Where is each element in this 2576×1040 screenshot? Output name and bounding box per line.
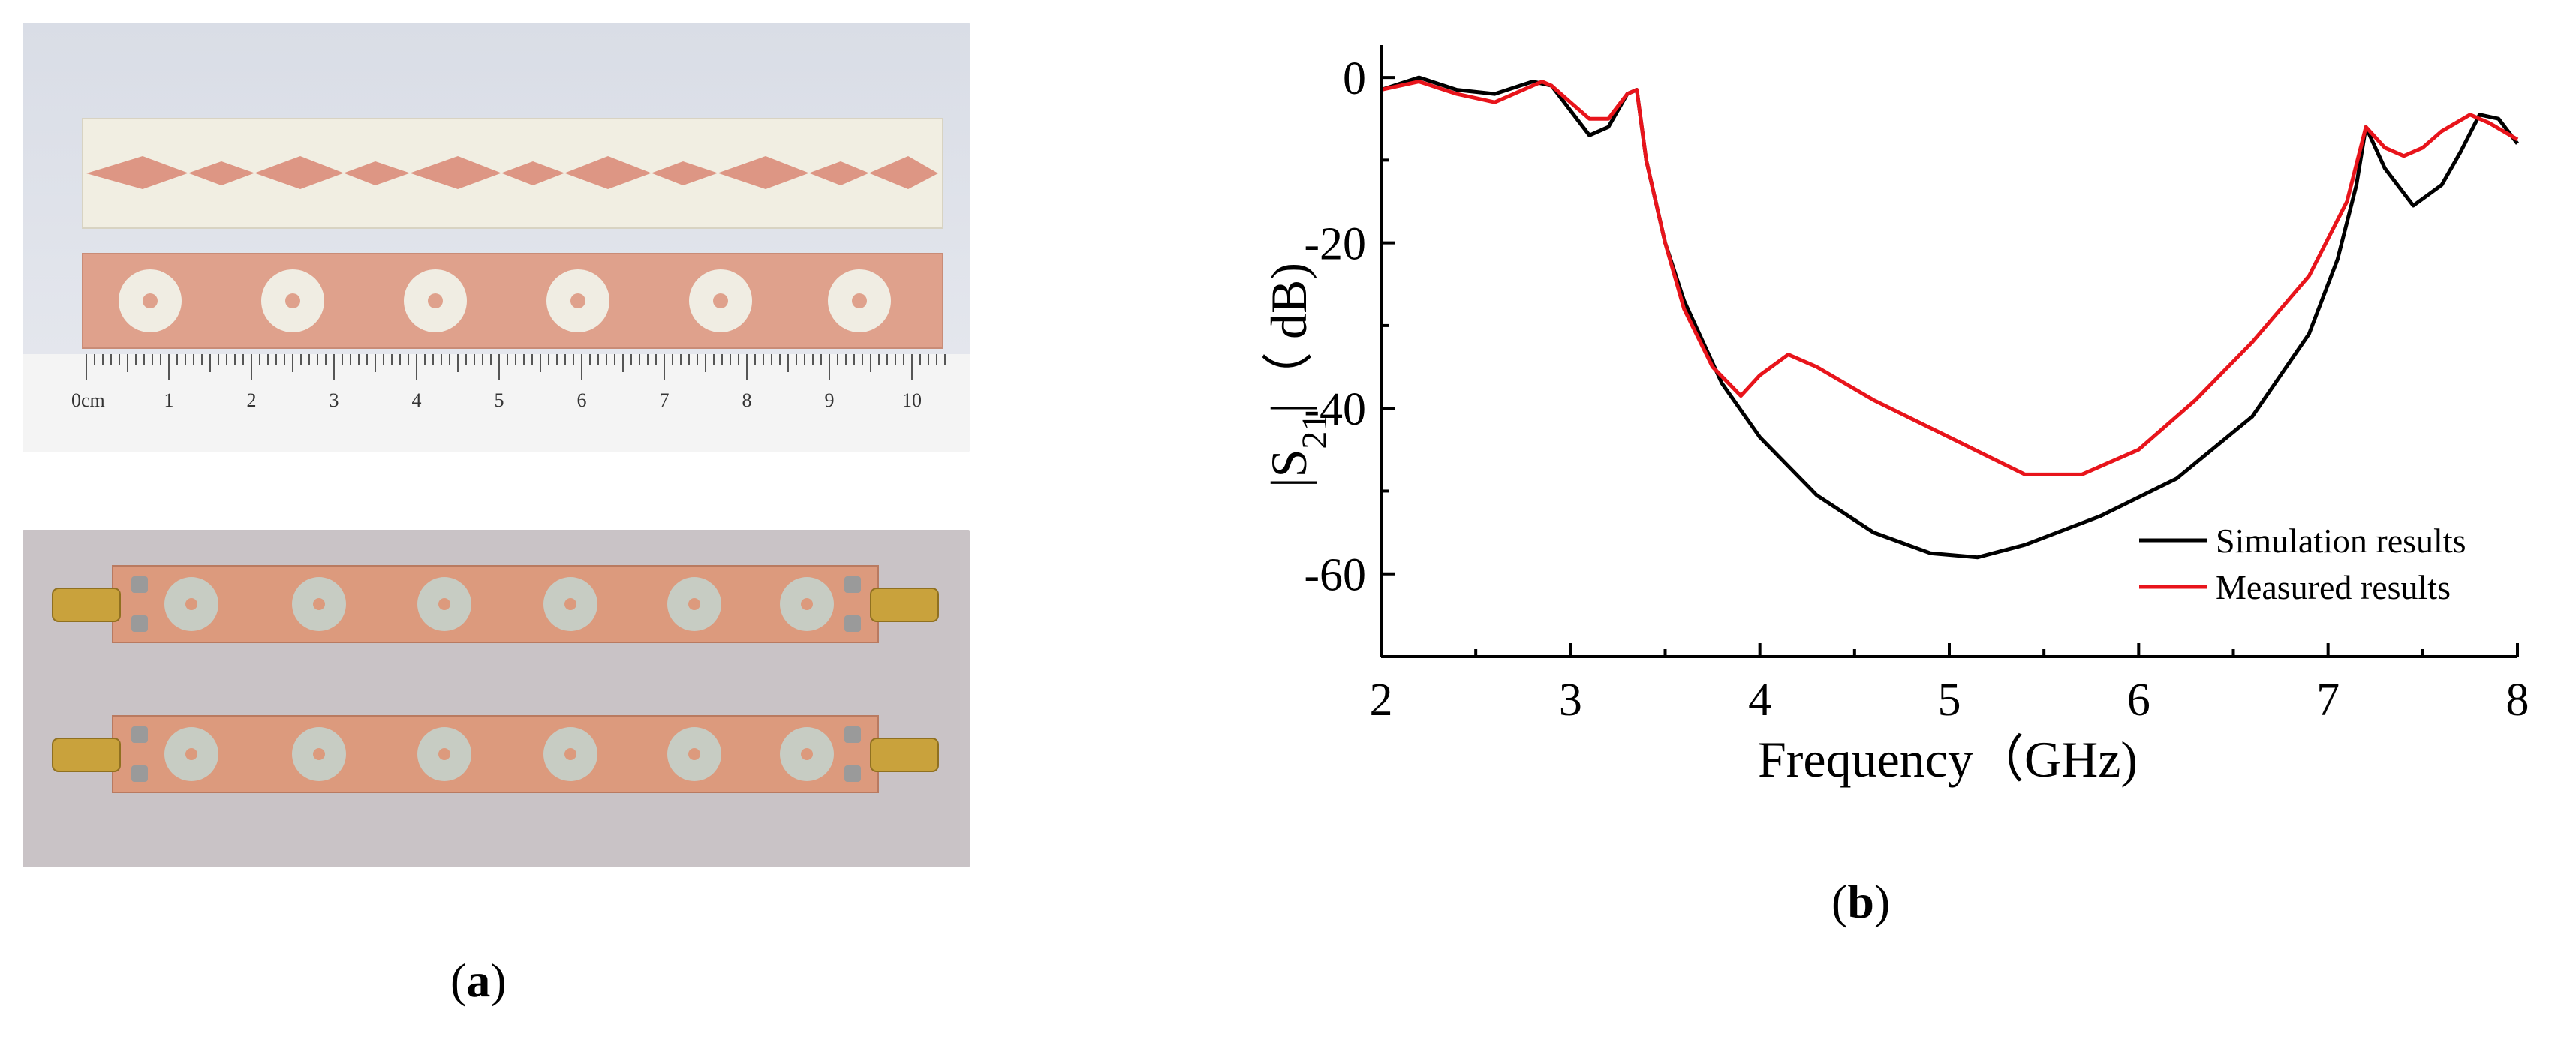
ruler-label: 1 (164, 389, 174, 411)
x-tick-label: 8 (2506, 675, 2529, 726)
legend-label: Simulation results (2216, 522, 2466, 560)
ruler-label: 8 (742, 389, 752, 411)
series-line-measured (1380, 80, 2519, 476)
x-axis-label: Frequency（GHz) (1758, 731, 2138, 788)
ruler-label: 10 (902, 389, 922, 411)
y-tick-label: -20 (1304, 219, 1366, 270)
legend: Simulation results Measured results (2139, 522, 2466, 606)
ruler-label: 6 (577, 389, 587, 411)
axes (1380, 45, 2517, 658)
tick-labels: 2 3 4 5 6 7 8 0 -20 -40 -60 (1304, 53, 2529, 726)
x-tick-label: 2 (1370, 675, 1393, 726)
y-axis-label: |S21|（ dB) (1260, 263, 1335, 488)
fabricated-filters-photo (23, 530, 970, 867)
s21-chart: 2 3 4 5 6 7 8 0 -20 -40 -60 Frequency（GHz) |S21|（ … (1260, 45, 2529, 788)
ticks (1380, 76, 2519, 658)
ruler-label: 9 (825, 389, 835, 411)
x-tick-label: 6 (2127, 675, 2150, 726)
ruler-unit-label: 0cm (71, 389, 105, 411)
plot-lines (1380, 75, 2519, 560)
ruler-label: 7 (660, 389, 670, 411)
panel-a: 0cm 1 2 3 4 5 6 7 8 9 10 (0, 0, 976, 1040)
x-tick-label: 7 (2316, 675, 2340, 726)
ruler-label: 4 (412, 389, 422, 411)
y-tick-label: -40 (1304, 384, 1366, 435)
caption-a: (a) (450, 954, 507, 1007)
ruler-label: 5 (495, 389, 504, 411)
y-tick-label: 0 (1343, 53, 1366, 104)
series-line-simulation (1380, 75, 2519, 560)
x-tick-label: 5 (1938, 675, 1961, 726)
y-tick-label: -60 (1304, 550, 1366, 601)
caption-b: (b) (1831, 875, 1891, 928)
ruler-label: 3 (330, 389, 339, 411)
legend-label: Measured results (2216, 568, 2451, 606)
x-tick-label: 3 (1559, 675, 1582, 726)
ruler-label: 2 (247, 389, 257, 411)
filter-components-photo: 0cm 1 2 3 4 5 6 7 8 9 10 (23, 23, 970, 452)
x-tick-label: 4 (1748, 675, 1771, 726)
